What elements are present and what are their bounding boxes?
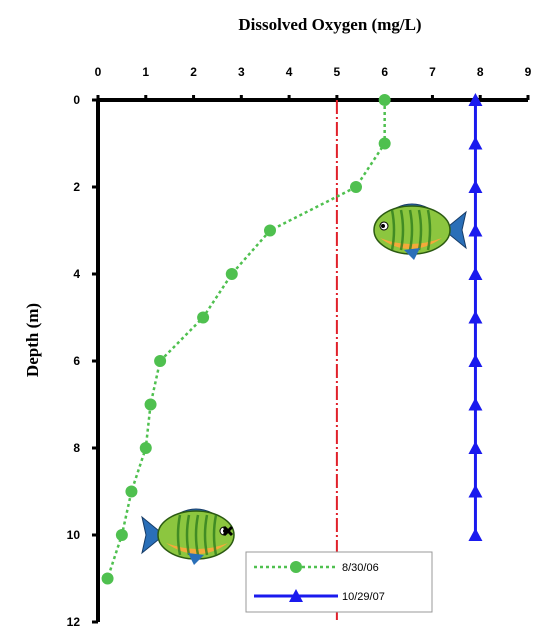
fish-icon bbox=[373, 203, 467, 260]
data-point bbox=[139, 442, 152, 454]
chart-series bbox=[101, 93, 483, 585]
data-point bbox=[468, 441, 483, 454]
data-point bbox=[264, 224, 276, 237]
x-tick-label: 6 bbox=[381, 65, 388, 79]
series-1 bbox=[101, 94, 391, 585]
fish-icon bbox=[141, 508, 235, 565]
x-tick-label: 0 bbox=[95, 65, 102, 79]
legend-label: 10/29/07 bbox=[342, 591, 385, 603]
data-point bbox=[125, 485, 138, 498]
data-point bbox=[468, 310, 483, 324]
series-2 bbox=[468, 93, 483, 541]
y-axis-title: Depth (m) bbox=[23, 303, 42, 377]
data-point bbox=[468, 354, 483, 367]
data-point bbox=[115, 529, 128, 541]
y-tick-label: 4 bbox=[73, 267, 80, 281]
data-point bbox=[378, 94, 391, 106]
legend-marker bbox=[289, 589, 303, 602]
data-point bbox=[468, 180, 483, 193]
data-point bbox=[378, 137, 391, 150]
data-point bbox=[225, 268, 238, 280]
data-point bbox=[468, 397, 483, 411]
x-tick-label: 2 bbox=[190, 65, 197, 79]
x-axis-title: Dissolved Oxygen (mg/L) bbox=[238, 15, 421, 34]
series-line bbox=[106, 100, 386, 579]
data-point bbox=[468, 136, 483, 150]
data-point bbox=[468, 267, 483, 280]
x-tick-label: 1 bbox=[142, 65, 149, 79]
fish-illustrations bbox=[141, 203, 467, 565]
x-tick-label: 8 bbox=[477, 65, 484, 79]
x-tick-label: 5 bbox=[334, 65, 341, 79]
x-tick-label: 9 bbox=[525, 65, 532, 79]
legend-label: 8/30/06 bbox=[342, 562, 379, 574]
y-tick-label: 12 bbox=[67, 615, 81, 628]
y-tick-label: 6 bbox=[73, 354, 80, 368]
legend-box bbox=[245, 551, 433, 613]
data-point bbox=[468, 484, 483, 498]
data-point bbox=[468, 223, 483, 237]
data-point bbox=[101, 572, 114, 585]
y-tick-label: 0 bbox=[73, 93, 80, 107]
x-tick-label: 7 bbox=[429, 65, 436, 79]
data-point bbox=[350, 181, 362, 193]
data-point bbox=[468, 528, 483, 541]
legend-marker bbox=[290, 561, 302, 573]
x-tick-label: 4 bbox=[286, 65, 293, 79]
data-point bbox=[144, 398, 157, 411]
data-point bbox=[468, 93, 483, 106]
x-tick-label: 3 bbox=[238, 65, 245, 79]
chart-legend: 8/30/06 10/29/07 bbox=[245, 551, 433, 613]
data-point bbox=[197, 311, 210, 324]
y-tick-label: 10 bbox=[67, 528, 81, 542]
y-tick-label: 2 bbox=[73, 180, 80, 194]
data-point bbox=[154, 355, 167, 367]
y-tick-label: 8 bbox=[73, 441, 80, 455]
